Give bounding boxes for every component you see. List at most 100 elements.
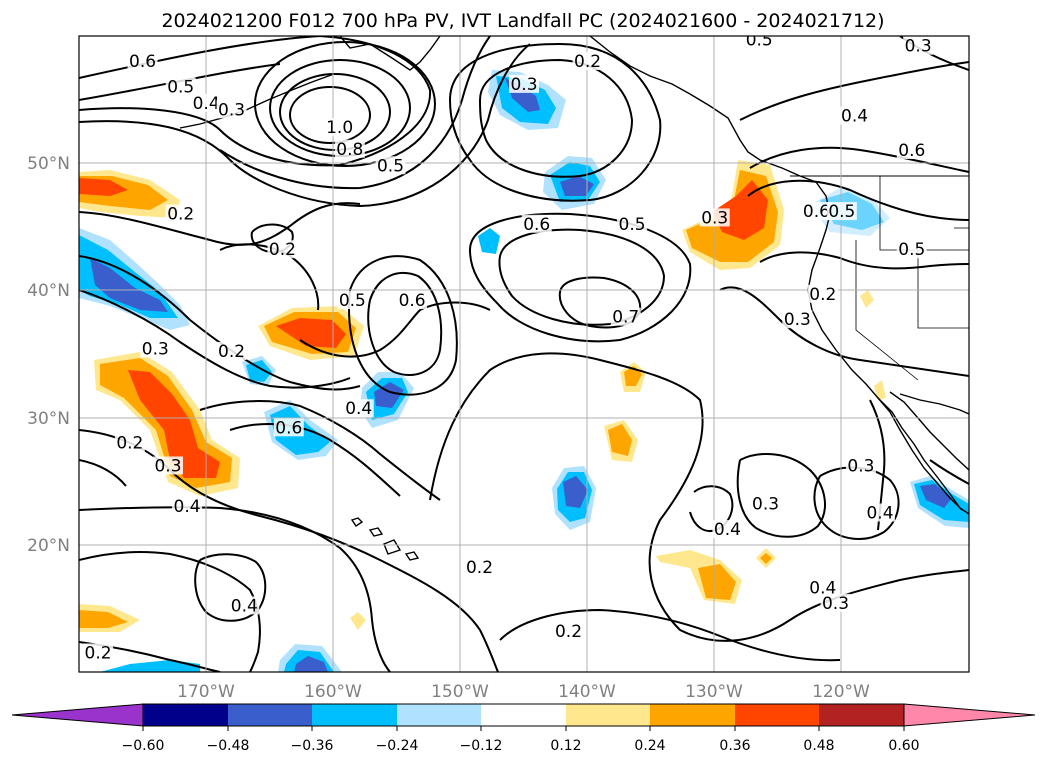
lon-tick-130w: 130°W xyxy=(685,682,743,702)
colorbar-label-2: −0.36 xyxy=(291,738,334,754)
contour-label: 0.3 xyxy=(510,75,537,95)
colorbar-box-5 xyxy=(481,704,566,726)
contour-labels: 0.60.50.40.31.00.80.50.30.20.5 0.30.40.60… xyxy=(83,36,934,663)
neg-region-baja-core xyxy=(920,484,952,508)
pos-region-west-mid-core xyxy=(128,370,220,478)
contour-0-5-north xyxy=(79,36,432,167)
contour-label: 0.3 xyxy=(847,456,874,476)
contour-label-bg xyxy=(153,456,183,475)
contour-north-ridge xyxy=(449,42,662,202)
contour-label-bg xyxy=(114,433,145,452)
colorbar-extend-low xyxy=(11,703,144,727)
neg-region-ak xyxy=(478,228,500,254)
contour-0-7 xyxy=(254,41,436,167)
contour-label-bg xyxy=(165,204,196,223)
contour-label-bg xyxy=(165,77,196,96)
contour-label: 0.3 xyxy=(142,339,169,359)
contour-label-bg xyxy=(216,342,247,360)
contour-central-low xyxy=(348,255,458,396)
positive-fields xyxy=(79,160,886,632)
colorbar-label-0: −0.60 xyxy=(122,738,165,754)
contour-label: 0.3 xyxy=(701,208,728,228)
contour-label: 0.5 xyxy=(828,202,855,222)
contour-label-bg xyxy=(216,100,247,119)
contour-label-bg xyxy=(845,456,876,475)
contour-1-0 xyxy=(289,86,371,144)
contour-label-bg xyxy=(807,578,838,597)
lat-tick-20n: 20°N xyxy=(27,536,70,556)
pos-region-central-core xyxy=(276,318,346,348)
contour-label: 0.6 xyxy=(898,141,925,161)
mainland-mexico xyxy=(899,393,969,415)
contour-label-bg xyxy=(699,208,730,227)
contour-label: 0.4 xyxy=(866,504,893,524)
pos-region-west-top-core xyxy=(79,178,128,196)
lon-tick-140w: 140°W xyxy=(558,682,616,702)
contour-label-bg xyxy=(865,503,895,522)
contour-label: 0.5 xyxy=(619,215,646,235)
figure-title: 2024021200 F012 700 hPa PV, IVT Landfall… xyxy=(161,10,884,32)
colorbar-label-5: 0.12 xyxy=(550,738,581,754)
gulf-alaska-coast xyxy=(589,36,817,183)
colorbar-box-3 xyxy=(312,704,397,726)
contour-far-east xyxy=(929,459,969,485)
contour-label: 0.4 xyxy=(714,520,741,540)
us-state-lines xyxy=(855,176,969,381)
contour-label: 0.5 xyxy=(339,291,366,311)
neg-region-center-core xyxy=(560,176,594,196)
contour-label-bg xyxy=(83,643,114,662)
contour-label-bg xyxy=(509,74,539,93)
contour-label-bg xyxy=(397,291,428,310)
hawaii-2 xyxy=(368,527,384,537)
contour-label: 0.2 xyxy=(574,52,601,72)
pos-region-small-4-mid xyxy=(760,553,772,564)
lon-tick-150w: 150°W xyxy=(431,682,489,702)
contour-label: 0.3 xyxy=(154,456,181,476)
contour-label: 1.0 xyxy=(326,118,353,138)
contour-ne-0-4 xyxy=(739,61,969,121)
contour-label-bg xyxy=(782,310,813,329)
colorbar-box-9 xyxy=(819,704,904,726)
contour-label: 0.2 xyxy=(555,622,582,642)
contour-label-bg xyxy=(826,202,857,221)
contour-label-bg xyxy=(127,51,158,70)
colorbar-frame xyxy=(142,703,905,727)
colorbar-label-3: −0.24 xyxy=(376,738,419,754)
colorbar: −0.60 −0.48 −0.36 −0.24 −0.12 0.12 0.24 … xyxy=(11,703,1036,754)
colorbar-extend-high xyxy=(903,703,1036,727)
axis-labels: 170°W 160°W 150°W 140°W 130°W 120°W 20°N… xyxy=(27,154,870,702)
colorbar-label-1: −0.48 xyxy=(207,738,250,754)
contour-mid-high xyxy=(469,212,692,343)
lat-tick-30n: 30°N xyxy=(27,409,70,429)
contour-label: 0.4 xyxy=(841,107,868,127)
map-frame xyxy=(78,35,970,673)
contour-0-6-southwest xyxy=(229,423,401,497)
aleutian-islands xyxy=(179,73,335,129)
contour-label-bg xyxy=(712,520,743,539)
lon-tick-120w: 120°W xyxy=(812,682,870,702)
contour-label-bg xyxy=(896,240,927,259)
pos-region-small-3-mid xyxy=(698,564,736,600)
colorbar-label-6: 0.24 xyxy=(634,738,665,754)
contour-label-bg xyxy=(324,118,355,137)
contour-label-bg xyxy=(464,558,495,577)
neg-region-bottom-core xyxy=(294,656,328,672)
colorbar-box-1 xyxy=(143,704,228,726)
gulf-california xyxy=(889,391,969,471)
contour-label-bg xyxy=(807,284,838,303)
contour-mid-south-west xyxy=(79,459,127,487)
contour-label-bg xyxy=(839,106,870,125)
contour-label-bg xyxy=(172,497,203,516)
contour-label: 0.6 xyxy=(129,52,156,72)
contour-mid-cross xyxy=(299,301,491,358)
contour-label: 0.6 xyxy=(803,202,830,222)
contour-label: 0.4 xyxy=(345,399,372,419)
contour-0-4-east xyxy=(689,485,734,532)
colorbar-box-2 xyxy=(228,704,312,726)
contour-0-3-south xyxy=(79,551,261,672)
contour-label: 0.5 xyxy=(898,240,925,260)
hawaii-3 xyxy=(383,539,402,555)
contour-label-bg xyxy=(337,291,368,310)
pos-region-ca xyxy=(874,380,886,400)
